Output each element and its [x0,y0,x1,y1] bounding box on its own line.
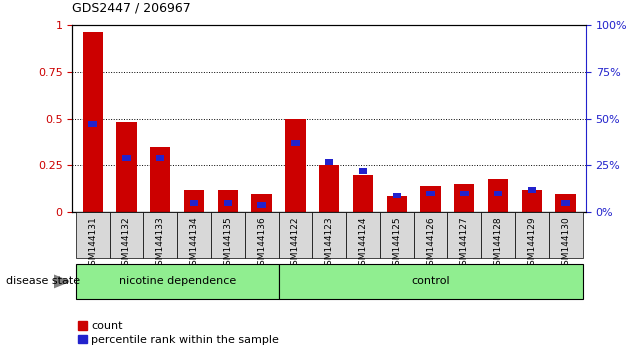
Bar [218,190,238,212]
Text: GSM144122: GSM144122 [291,216,300,270]
Bar [117,122,137,212]
Bar [414,212,447,258]
Bar [454,184,474,212]
Text: GSM144135: GSM144135 [224,216,232,271]
Bar [190,200,198,206]
Text: GSM144127: GSM144127 [460,216,469,271]
Polygon shape [54,275,69,288]
Text: GSM144124: GSM144124 [358,216,367,270]
Bar [76,264,278,299]
Bar [380,212,414,258]
Text: GSM144133: GSM144133 [156,216,165,271]
Bar [447,212,481,258]
Bar [291,140,300,146]
Bar [224,200,232,206]
Bar [325,159,333,165]
Bar [312,212,346,258]
Bar [358,168,367,174]
Bar [156,155,164,161]
Bar [494,191,502,196]
Bar [427,191,435,196]
Text: GSM144129: GSM144129 [527,216,536,271]
Bar [177,212,211,258]
Bar [561,200,570,206]
Bar [460,191,469,196]
Text: control: control [411,276,450,286]
Bar [392,193,401,198]
Text: GSM144128: GSM144128 [493,216,503,271]
Bar [278,264,583,299]
Text: disease state: disease state [6,276,81,286]
Text: GSM144132: GSM144132 [122,216,131,271]
Text: GSM144126: GSM144126 [426,216,435,271]
Bar [528,187,536,193]
Bar [244,212,278,258]
Text: GSM144125: GSM144125 [392,216,401,271]
Bar [522,190,542,212]
Bar [481,212,515,258]
Bar [387,195,407,212]
Bar [211,212,244,258]
Bar [150,147,170,212]
Text: GSM144130: GSM144130 [561,216,570,271]
Bar [83,32,103,212]
Text: GDS2447 / 206967: GDS2447 / 206967 [72,1,191,14]
Text: GSM144136: GSM144136 [257,216,266,271]
Bar [122,155,130,161]
Bar [556,194,576,212]
Bar [488,179,508,212]
Bar [515,212,549,258]
Legend: count, percentile rank within the sample: count, percentile rank within the sample [78,321,279,345]
Bar [319,165,340,212]
Bar [549,212,583,258]
Bar [346,212,380,258]
Text: GSM144134: GSM144134 [190,216,198,271]
Text: nicotine dependence: nicotine dependence [118,276,236,286]
Bar [88,121,97,127]
Bar [144,212,177,258]
Text: GSM144123: GSM144123 [324,216,334,271]
Text: GSM144131: GSM144131 [88,216,97,271]
Bar [278,212,312,258]
Bar [184,190,204,212]
Bar [76,212,110,258]
Bar [420,186,440,212]
Bar [258,202,266,208]
Bar [251,194,272,212]
Bar [353,175,373,212]
Bar [110,212,144,258]
Bar [285,119,306,212]
